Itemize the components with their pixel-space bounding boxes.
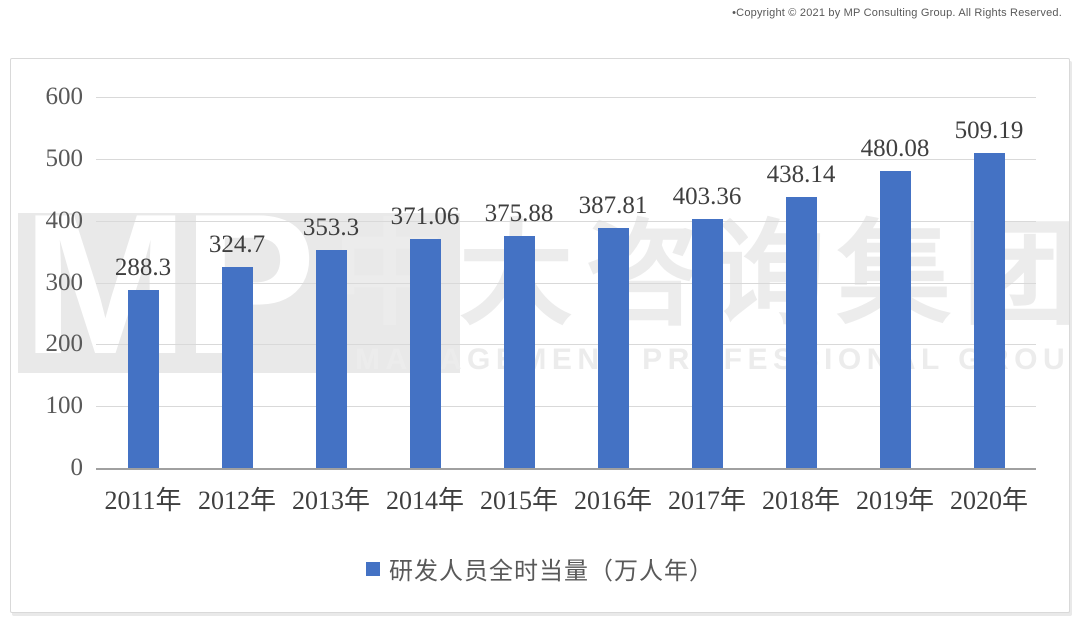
bar-2011年 (127, 289, 159, 468)
chart-card: MP 中大咨询集团 MANAGEMENT PROFESSIONAL GROUP … (10, 58, 1070, 613)
x-axis-label-2017年: 2017年 (667, 486, 746, 515)
x-axis-label-2018年: 2018年 (761, 486, 840, 515)
legend-marker-square-icon (366, 561, 380, 576)
x-axis-label-2019年: 2019年 (855, 486, 934, 515)
x-axis-label-2013年: 2013年 (291, 486, 370, 515)
bar-2020年 (973, 153, 1005, 468)
gridline-200 (96, 344, 1036, 346)
bar-2015年 (503, 235, 535, 468)
data-label-2012年: 324.7 (208, 231, 266, 259)
data-label-2013年: 353.3 (302, 213, 360, 241)
x-axis-label-2014年: 2014年 (385, 486, 464, 515)
chart-legend: 研发人员全时当量（万人年） (11, 551, 1069, 586)
data-label-2014年: 371.06 (390, 202, 460, 230)
x-axis-label-2016年: 2016年 (573, 486, 652, 515)
gridline-500 (96, 158, 1036, 160)
bar-2013年 (315, 249, 347, 468)
y-axis-tick-600: 600 (45, 83, 84, 110)
data-label-2016年: 387.81 (578, 192, 648, 220)
y-axis-tick-500: 500 (45, 144, 84, 172)
data-label-2015年: 375.88 (484, 199, 554, 227)
copyright-text: •Copyright © 2021 by MP Consulting Group… (732, 7, 1062, 19)
x-axis-label-2012年: 2012年 (197, 486, 276, 515)
bar-2012年 (221, 267, 253, 468)
data-label-2018年: 438.14 (766, 161, 836, 189)
data-label-2019年: 480.08 (860, 135, 930, 163)
bar-2014年 (409, 238, 441, 468)
legend-label: 研发人员全时当量（万人年） (389, 558, 714, 585)
data-label-2020年: 509.19 (954, 117, 1024, 145)
gridline-100 (96, 406, 1036, 408)
bar-2018年 (785, 197, 817, 468)
gridline-0 (96, 468, 1036, 470)
x-axis-label-2011年: 2011年 (104, 486, 182, 515)
y-axis-tick-300: 300 (45, 268, 84, 296)
bar-2016年 (597, 228, 629, 468)
bar-2019年 (879, 171, 911, 468)
data-label-2017年: 403.36 (672, 182, 742, 210)
data-label-2011年: 288.3 (114, 253, 172, 281)
watermark-mp-logo: MP (22, 213, 316, 373)
gridline-300 (96, 282, 1036, 284)
bar-2017年 (691, 218, 723, 468)
y-axis-tick-200: 200 (45, 330, 84, 358)
y-axis-tick-0: 0 (70, 454, 84, 481)
x-axis-label-2015年: 2015年 (479, 486, 558, 515)
x-axis-label-2020年: 2020年 (949, 486, 1028, 515)
gridline-600 (96, 97, 1036, 98)
gridline-400 (96, 220, 1036, 222)
bar-chart-plot-area: 600 500 400 300 200 100 0 288.3 2011年 324.7 2012年 3… (11, 59, 1069, 612)
y-axis-tick-100: 100 (45, 392, 84, 420)
y-axis-tick-400: 400 (45, 206, 84, 234)
watermark-band: MP (18, 213, 460, 373)
